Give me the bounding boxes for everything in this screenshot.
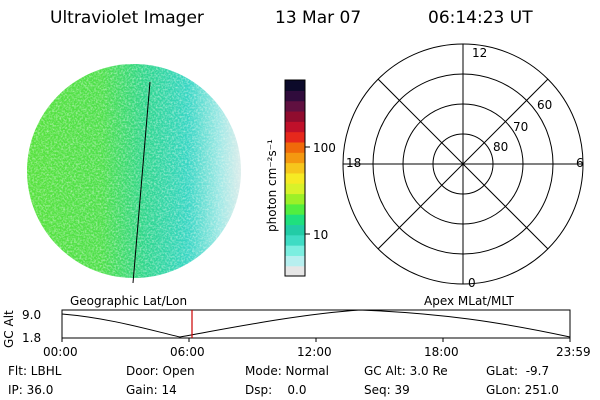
colorbar-segment: [285, 162, 305, 174]
colorbar-tick-10: 10: [313, 228, 329, 242]
colorbar-segment: [285, 245, 305, 256]
colorbar-unit-label: photon cm⁻²s⁻¹: [265, 139, 279, 232]
seq-info: Seq: 39: [364, 383, 410, 397]
colorbar-segment: [285, 110, 305, 122]
y-tick-9: 9.0: [22, 308, 42, 322]
instrument-title: Ultraviolet Imager: [50, 8, 204, 28]
polar-plot: [342, 43, 584, 285]
colorbar: [284, 79, 310, 277]
mlt-label-12: 12: [472, 46, 488, 60]
terminator-line: [132, 81, 151, 284]
colorbar-segment: [285, 265, 305, 277]
time-label: 06:14:23 UT: [428, 8, 533, 28]
geographic-label: Geographic Lat/Lon: [70, 294, 188, 308]
colorbar-segment: [285, 234, 305, 246]
colorbar-segment: [285, 172, 305, 184]
colorbar-segment: [285, 80, 305, 91]
colorbar-segment: [285, 100, 305, 112]
colorbar-segment: [285, 183, 305, 195]
x-tick-1800: 18:00: [424, 345, 459, 359]
altitude-timeline: [61, 309, 571, 342]
colorbar-segment: [285, 131, 305, 143]
x-tick-0000: 00:00: [43, 345, 78, 359]
mlat-label-70: 70: [513, 120, 529, 134]
gain-info: Gain: 14: [126, 383, 177, 397]
glat-info: GLat: -9.7: [486, 364, 550, 378]
colorbar-segment: [285, 203, 305, 215]
mlat-label-60: 60: [537, 98, 553, 112]
gc-alt-info: GC Alt: 3.0 Re: [364, 364, 448, 378]
door-info: Door: Open: [126, 364, 195, 378]
filter-info: Flt: LBHL: [8, 364, 62, 378]
x-tick-1200: 12:00: [297, 345, 332, 359]
x-tick-2359: 23:59: [556, 345, 591, 359]
y-tick-1-8: 1.8: [22, 331, 42, 345]
glon-info: GLon: 251.0: [486, 383, 559, 397]
apex-label: Apex MLat/MLT: [424, 294, 514, 308]
colorbar-segment: [285, 90, 305, 102]
colorbar-segment: [285, 193, 305, 205]
colorbar-segment: [285, 141, 305, 153]
date-label: 13 Mar 07: [275, 8, 362, 28]
colorbar-segment: [285, 224, 305, 236]
uv-image-panel: [27, 64, 241, 284]
mode-info: Mode: Normal: [245, 364, 329, 378]
mlt-label-6: 6: [576, 156, 584, 170]
colorbar-strip: [285, 80, 305, 277]
x-tick-0600: 06:00: [170, 345, 205, 359]
colorbar-segment: [285, 152, 305, 164]
colorbar-segment: [285, 121, 305, 133]
mlt-label-0: 0: [468, 276, 476, 290]
mlat-label-80: 80: [493, 140, 509, 154]
colorbar-segment: [285, 255, 305, 267]
ip-info: IP: 36.0: [8, 383, 54, 397]
mlt-label-18: 18: [346, 156, 362, 170]
colorbar-tick-100: 100: [313, 141, 336, 155]
dsp-info: Dsp: 0.0: [245, 383, 307, 397]
colorbar-segment: [285, 214, 305, 226]
